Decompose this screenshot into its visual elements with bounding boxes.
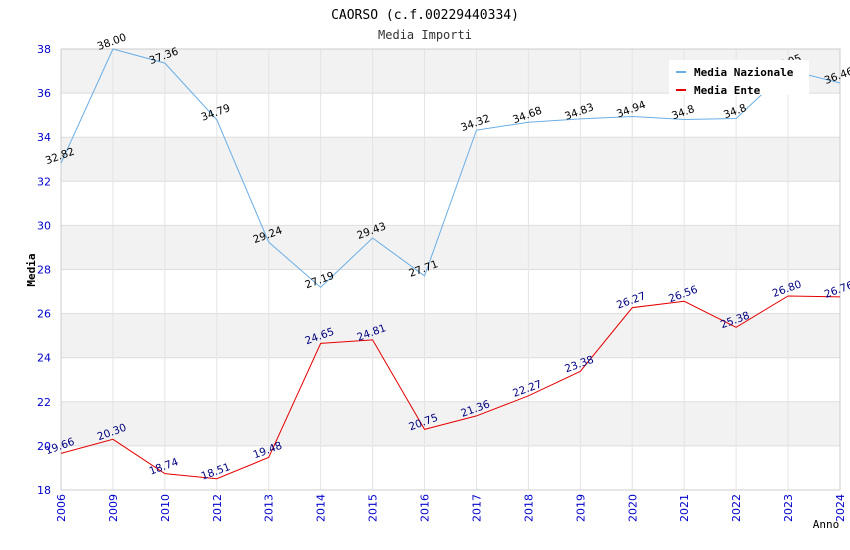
y-tick-label: 36 xyxy=(37,87,51,100)
grid-band xyxy=(61,225,840,270)
x-tick-label: 2017 xyxy=(470,494,483,522)
y-axis-label: Media xyxy=(25,253,38,286)
series-line-0 xyxy=(60,48,841,289)
chart-subtitle: Media Importi xyxy=(378,28,472,42)
x-tick-label: 2022 xyxy=(730,494,743,522)
x-tick-label: 2010 xyxy=(159,494,172,522)
y-tick-label: 20 xyxy=(37,440,51,453)
y-tick-label: 18 xyxy=(37,484,51,497)
grid-bands xyxy=(60,48,841,491)
x-axis-label: Anno xyxy=(813,518,840,531)
legend: Media Nazionale Media Ente xyxy=(669,60,809,97)
grid-band xyxy=(61,401,840,446)
y-tick-label: 32 xyxy=(37,175,51,188)
y-axis-ticks: 18 20 22 24 26 28 30 32 34 36 38 xyxy=(37,43,51,497)
grid-band xyxy=(61,313,840,358)
series-line-1 xyxy=(60,295,841,480)
plot-frame xyxy=(60,48,841,491)
y-tick-label: 38 xyxy=(37,43,51,56)
x-tick-label: 2009 xyxy=(107,494,120,522)
grid-band xyxy=(61,357,840,402)
x-tick-label: 2014 xyxy=(315,494,328,522)
grid-band xyxy=(61,269,840,314)
grid-band xyxy=(61,445,840,490)
y-tick-label: 30 xyxy=(37,219,51,232)
legend-label: Media Nazionale xyxy=(694,66,794,79)
y-tick-label: 28 xyxy=(37,264,51,277)
y-tick-label: 26 xyxy=(37,308,51,321)
x-tick-label: 2020 xyxy=(626,494,639,522)
y-tick-label: 22 xyxy=(37,396,51,409)
x-tick-label: 2015 xyxy=(367,494,380,522)
x-tick-label: 2018 xyxy=(522,494,535,522)
x-tick-label: 2021 xyxy=(678,494,691,522)
chart-title: CAORSO (c.f.00229440334) xyxy=(331,8,519,23)
grid-band xyxy=(61,93,840,138)
x-axis-ticks: 2006 2009 2010 2012 2013 2014 2015 2016 2017 2018… xyxy=(55,494,847,522)
x-tick-label: 2016 xyxy=(419,494,432,522)
legend-label: Media Ente xyxy=(694,84,761,97)
series-lines xyxy=(60,48,841,480)
y-tick-label: 34 xyxy=(37,131,51,144)
x-tick-label: 2019 xyxy=(574,494,587,522)
legend-box xyxy=(669,60,809,95)
x-tick-label: 2023 xyxy=(782,494,795,522)
x-tick-label: 2013 xyxy=(263,494,276,522)
x-tick-label: 2012 xyxy=(211,494,224,522)
grid-band xyxy=(61,137,840,182)
x-tick-label: 2024 xyxy=(834,494,847,522)
y-tick-label: 24 xyxy=(37,352,51,365)
x-tick-label: 2006 xyxy=(55,494,68,522)
